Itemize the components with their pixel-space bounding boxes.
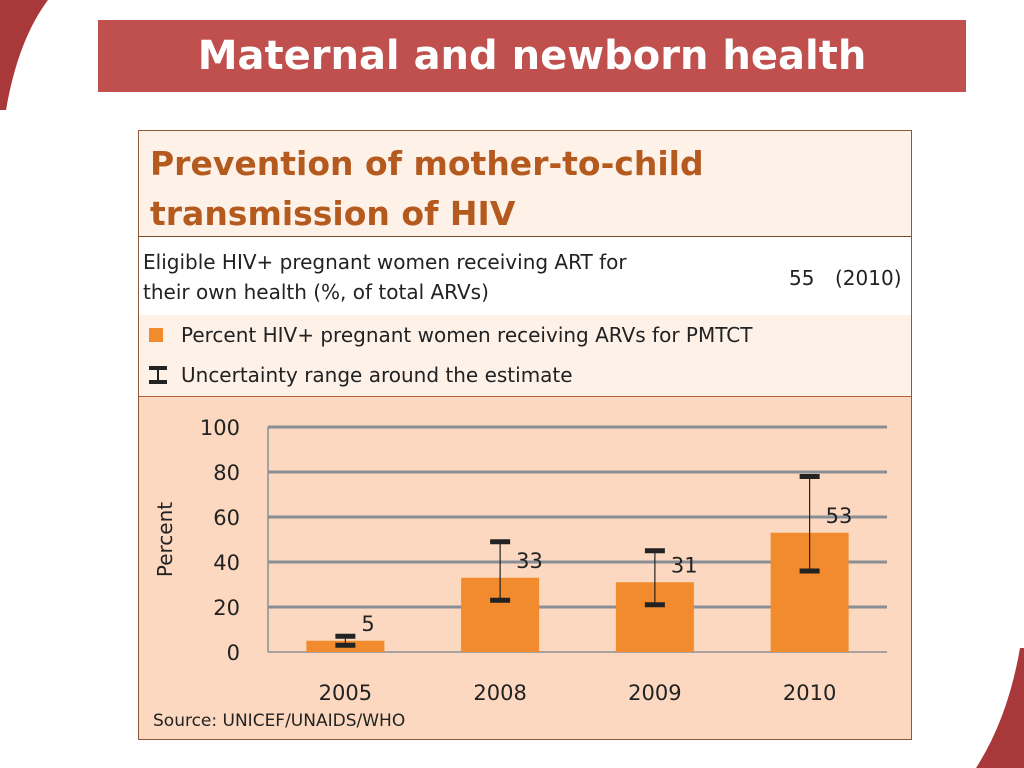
legend-errorbar-label: Uncertainty range around the estimate xyxy=(181,363,573,387)
errorbar-cap-high xyxy=(335,633,356,639)
panel-heading-line-1: Prevention of mother-to-child xyxy=(150,144,704,183)
x-tick-label: 2005 xyxy=(319,681,372,705)
decorative-corner-bottom-right xyxy=(976,648,1024,768)
x-tick-label: 2008 xyxy=(473,681,526,705)
x-tick-label: 2009 xyxy=(628,681,681,705)
errorbar-cap-high xyxy=(490,539,511,545)
legend-item-bars: Percent HIV+ pregnant women receiving AR… xyxy=(149,321,752,349)
errorbar-cap-low xyxy=(490,597,511,603)
slide-title: Maternal and newborn health xyxy=(98,20,966,92)
chart-legend: Percent HIV+ pregnant women receiving AR… xyxy=(139,315,911,397)
x-tick-label: 2010 xyxy=(783,681,836,705)
panel-heading: Prevention of mother-to-child transmissi… xyxy=(139,131,911,237)
y-tick-label: 60 xyxy=(213,506,240,530)
errorbar-cap-low xyxy=(799,568,820,574)
y-tick-label: 80 xyxy=(213,461,240,485)
decorative-corner-top-left xyxy=(0,0,48,110)
y-tick-label: 20 xyxy=(213,596,240,620)
legend-bar-label: Percent HIV+ pregnant women receiving AR… xyxy=(181,323,753,347)
errorbar-cap-high xyxy=(644,548,665,554)
data-label: 33 xyxy=(516,549,543,573)
errorbar-cap-high xyxy=(799,474,820,479)
bar-chart: 0 20 40 60 80 100 Percent 5 2005 33 2008 31 2009 53 20… xyxy=(153,416,887,705)
y-axis-title: Percent xyxy=(153,502,177,577)
panel-heading-line-2: transmission of HIV xyxy=(150,194,516,233)
legend-bar-swatch xyxy=(149,328,163,342)
source-note: Source: UNICEF/UNAIDS/WHO xyxy=(153,711,406,731)
errorbar-cap-low xyxy=(644,602,665,608)
chart-panel: Prevention of mother-to-child transmissi… xyxy=(138,130,912,740)
data-label: 53 xyxy=(826,504,853,528)
indicator-label-line-1: Eligible HIV+ pregnant women receiving A… xyxy=(143,250,627,274)
data-label: 5 xyxy=(361,612,374,636)
y-tick-label: 100 xyxy=(200,416,240,440)
indicator-value: 55 xyxy=(789,266,815,290)
errorbar-cap-low xyxy=(335,642,356,648)
indicator-label: Eligible HIV+ pregnant women receiving A… xyxy=(143,247,683,307)
data-label: 31 xyxy=(671,553,698,577)
indicator-label-line-2: their own health (%, of total ARVs) xyxy=(143,280,489,304)
errorbar-icon xyxy=(149,366,167,384)
y-tick-label: 0 xyxy=(227,641,240,665)
y-tick-label: 40 xyxy=(213,551,240,575)
legend-item-errorbars: Uncertainty range around the estimate xyxy=(149,361,573,389)
indicator-year: (2010) xyxy=(835,266,902,290)
indicator-row: Eligible HIV+ pregnant women receiving A… xyxy=(139,237,911,315)
